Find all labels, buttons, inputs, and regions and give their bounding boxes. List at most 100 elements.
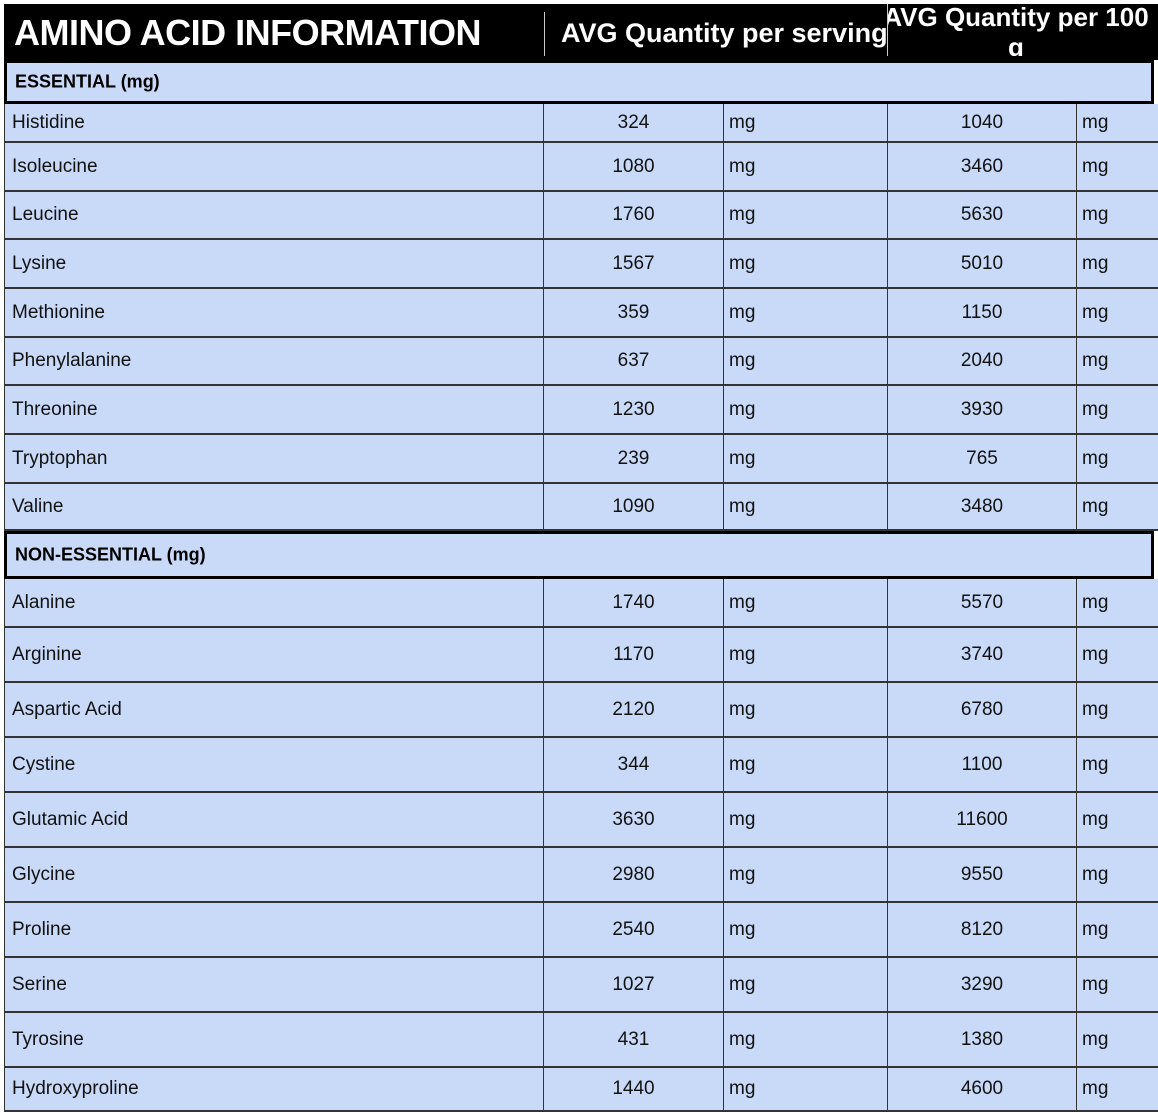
serving-unit: mg [723,143,887,190]
table-row: Histidine 324 mg 1040 mg [4,104,1158,143]
amino-acid-name: Tyrosine [4,1013,543,1066]
per100-unit: mg [1076,289,1158,336]
per100-value: 5570 [887,579,1076,626]
serving-value: 239 [543,435,723,482]
serving-unit: mg [723,848,887,901]
section-label: ESSENTIAL (mg) [15,71,160,92]
serving-value: 2540 [543,903,723,956]
serving-unit: mg [723,192,887,238]
table-row: Glycine 2980 mg 9550 mg [4,848,1158,903]
per100-unit: mg [1076,386,1158,433]
serving-unit: mg [723,435,887,482]
table-row: Glutamic Acid 3630 mg 11600 mg [4,793,1158,848]
per100-unit: mg [1076,958,1158,1011]
serving-value: 1170 [543,628,723,681]
section-header: ESSENTIAL (mg) [4,60,1154,104]
per100-unit: mg [1076,143,1158,190]
table-row: Aspartic Acid 2120 mg 6780 mg [4,683,1158,738]
amino-acid-name: Methionine [4,289,543,336]
table-row: Phenylalanine 637 mg 2040 mg [4,338,1158,386]
serving-unit: mg [723,1013,887,1066]
per100-unit: mg [1076,435,1158,482]
table-row: Serine 1027 mg 3290 mg [4,958,1158,1013]
per100-value: 1040 [887,104,1076,141]
per100-unit: mg [1076,848,1158,901]
serving-value: 2980 [543,848,723,901]
table-row: Arginine 1170 mg 3740 mg [4,628,1158,683]
serving-unit: mg [723,628,887,681]
per100-unit: mg [1076,683,1158,736]
per100-value: 3930 [887,386,1076,433]
table-row: Tyrosine 431 mg 1380 mg [4,1013,1158,1068]
serving-unit: mg [723,289,887,336]
serving-unit: mg [723,1068,887,1110]
table-row: Methionine 359 mg 1150 mg [4,289,1158,338]
per100-value: 1150 [887,289,1076,336]
per100-value: 1100 [887,738,1076,791]
per100-unit: mg [1076,1068,1158,1110]
column-header-serving: AVG Quantity per serving [544,12,888,56]
amino-acid-name: Glutamic Acid [4,793,543,846]
amino-acid-name: Leucine [4,192,543,238]
serving-unit: mg [723,793,887,846]
amino-acid-name: Alanine [4,579,543,626]
per100-unit: mg [1076,104,1158,141]
serving-value: 1760 [543,192,723,238]
serving-unit: mg [723,683,887,736]
per100-value: 2040 [887,338,1076,384]
amino-acid-name: Lysine [4,240,543,287]
serving-unit: mg [723,484,887,529]
serving-value: 431 [543,1013,723,1066]
per100-unit: mg [1076,484,1158,529]
serving-unit: mg [723,104,887,141]
serving-value: 324 [543,104,723,141]
serving-value: 2120 [543,683,723,736]
per100-value: 4600 [887,1068,1076,1110]
per100-unit: mg [1076,192,1158,238]
column-header-serving-label: AVG Quantity per serving [561,18,888,48]
table-row: Isoleucine 1080 mg 3460 mg [4,143,1158,192]
amino-acid-name: Arginine [4,628,543,681]
section-header: NON-ESSENTIAL (mg) [4,531,1154,579]
serving-value: 344 [543,738,723,791]
serving-unit: mg [723,240,887,287]
serving-value: 3630 [543,793,723,846]
serving-value: 1230 [543,386,723,433]
amino-acid-name: Hydroxyproline [4,1068,543,1110]
per100-value: 8120 [887,903,1076,956]
per100-value: 11600 [887,793,1076,846]
per100-value: 3460 [887,143,1076,190]
per100-value: 3290 [887,958,1076,1011]
per100-unit: mg [1076,240,1158,287]
table-row: Hydroxyproline 1440 mg 4600 mg [4,1068,1158,1112]
serving-value: 1080 [543,143,723,190]
table-row: Threonine 1230 mg 3930 mg [4,386,1158,435]
amino-acid-name: Histidine [4,104,543,141]
serving-value: 1567 [543,240,723,287]
amino-acid-name: Proline [4,903,543,956]
amino-acid-name: Isoleucine [4,143,543,190]
serving-unit: mg [723,738,887,791]
serving-value: 1740 [543,579,723,626]
per100-value: 765 [887,435,1076,482]
table-row: Lysine 1567 mg 5010 mg [4,240,1158,289]
per100-unit: mg [1076,579,1158,626]
serving-unit: mg [723,386,887,433]
amino-acid-name: Valine [4,484,543,529]
amino-acid-name: Phenylalanine [4,338,543,384]
serving-value: 359 [543,289,723,336]
per100-value: 6780 [887,683,1076,736]
per100-unit: mg [1076,628,1158,681]
serving-value: 1440 [543,1068,723,1110]
amino-acid-name: Tryptophan [4,435,543,482]
table-header: AMINO ACID INFORMATION AVG Quantity per … [4,4,1158,60]
per100-value: 9550 [887,848,1076,901]
section-label: NON-ESSENTIAL (mg) [15,544,206,565]
serving-value: 1027 [543,958,723,1011]
per100-unit: mg [1076,793,1158,846]
table-row: Cystine 344 mg 1100 mg [4,738,1158,793]
amino-acid-name: Glycine [4,848,543,901]
per100-value: 3740 [887,628,1076,681]
per100-unit: mg [1076,1013,1158,1066]
